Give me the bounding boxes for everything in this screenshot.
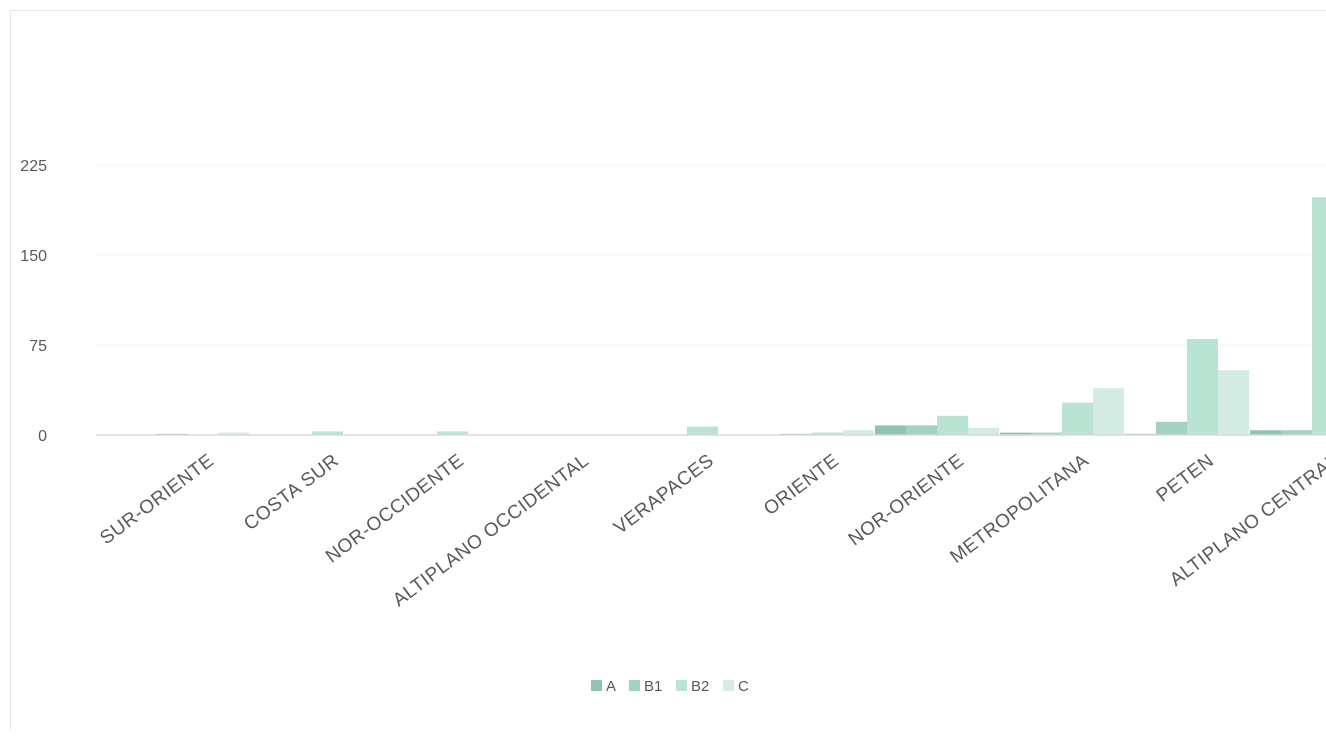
legend-swatch [723, 680, 734, 691]
x-axis-ticks: SUR-ORIENTE COSTA SURNOR-OCCIDENTEALTIPLA… [96, 450, 1326, 611]
y-tick-label: 0 [38, 428, 47, 445]
x-tick-label: ALTIPLANO OCCIDENTAL [389, 450, 593, 611]
bar-b2-oriente [812, 432, 843, 435]
bar-chart: 0 75 150 225 SUR-ORIENTE COSTA SURNOR-OCCIDE… [20, 158, 1326, 695]
x-tick-label: NOR-ORIENTE [845, 450, 968, 550]
bar-b1-metropolitana [1031, 432, 1062, 435]
x-tick-label: SUR-ORIENTE [96, 450, 218, 549]
legend-label: C [738, 678, 749, 695]
bar-b2-peten [1187, 339, 1218, 435]
legend-label: B1 [644, 678, 662, 695]
x-tick-label: COSTA SUR [240, 450, 343, 535]
legend-swatch [629, 680, 640, 691]
bar-b1-nor-oriente [906, 425, 937, 435]
x-tick-label: METROPOLITANA [946, 450, 1093, 568]
x-tick-label: ORIENTE [760, 450, 843, 520]
bar-b2-metropolitana [1062, 402, 1093, 435]
bar-b2-costa-sur [312, 431, 343, 435]
x-tick-label: PETEN [1153, 450, 1218, 506]
legend-label: B2 [691, 678, 709, 695]
x-tick-label: NOR-OCCIDENTE [322, 450, 468, 567]
bar-a-altiplano-central [1250, 430, 1281, 435]
bar-c-nor-oriente [968, 427, 999, 435]
legend-label: A [606, 678, 616, 695]
bar-b2-altiplano-central [1312, 197, 1326, 435]
bar-b2-nor-oriente [937, 415, 968, 435]
bar-b2-verapaces [687, 426, 718, 435]
legend-swatch [591, 680, 602, 691]
bar-c-sur-oriente [218, 432, 249, 435]
legend-swatch [676, 680, 687, 691]
bar-a-nor-oriente [875, 425, 906, 435]
y-tick-label: 225 [20, 158, 47, 175]
bar-a-metropolitana [1000, 432, 1031, 435]
bar-b1-peten [1156, 421, 1187, 435]
y-tick-label: 150 [20, 248, 47, 265]
bar-c-metropolitana [1093, 388, 1124, 435]
y-tick-label: 75 [29, 338, 47, 355]
legend: A B1 B2 C [591, 678, 749, 695]
bar-b2-nor-occidente [437, 431, 468, 435]
bars [156, 197, 1326, 435]
chart-frame: 0 75 150 225 SUR-ORIENTE COSTA SUR NOR-OCCIDE… [10, 10, 1326, 730]
y-axis-ticks: 0 75 150 225 [20, 158, 47, 445]
x-tick-label: VERAPACES [610, 450, 718, 539]
bar-b1-altiplano-central [1281, 430, 1312, 435]
bar-c-oriente [843, 430, 874, 435]
gridlines [96, 164, 1326, 346]
bar-c-peten [1218, 370, 1249, 435]
